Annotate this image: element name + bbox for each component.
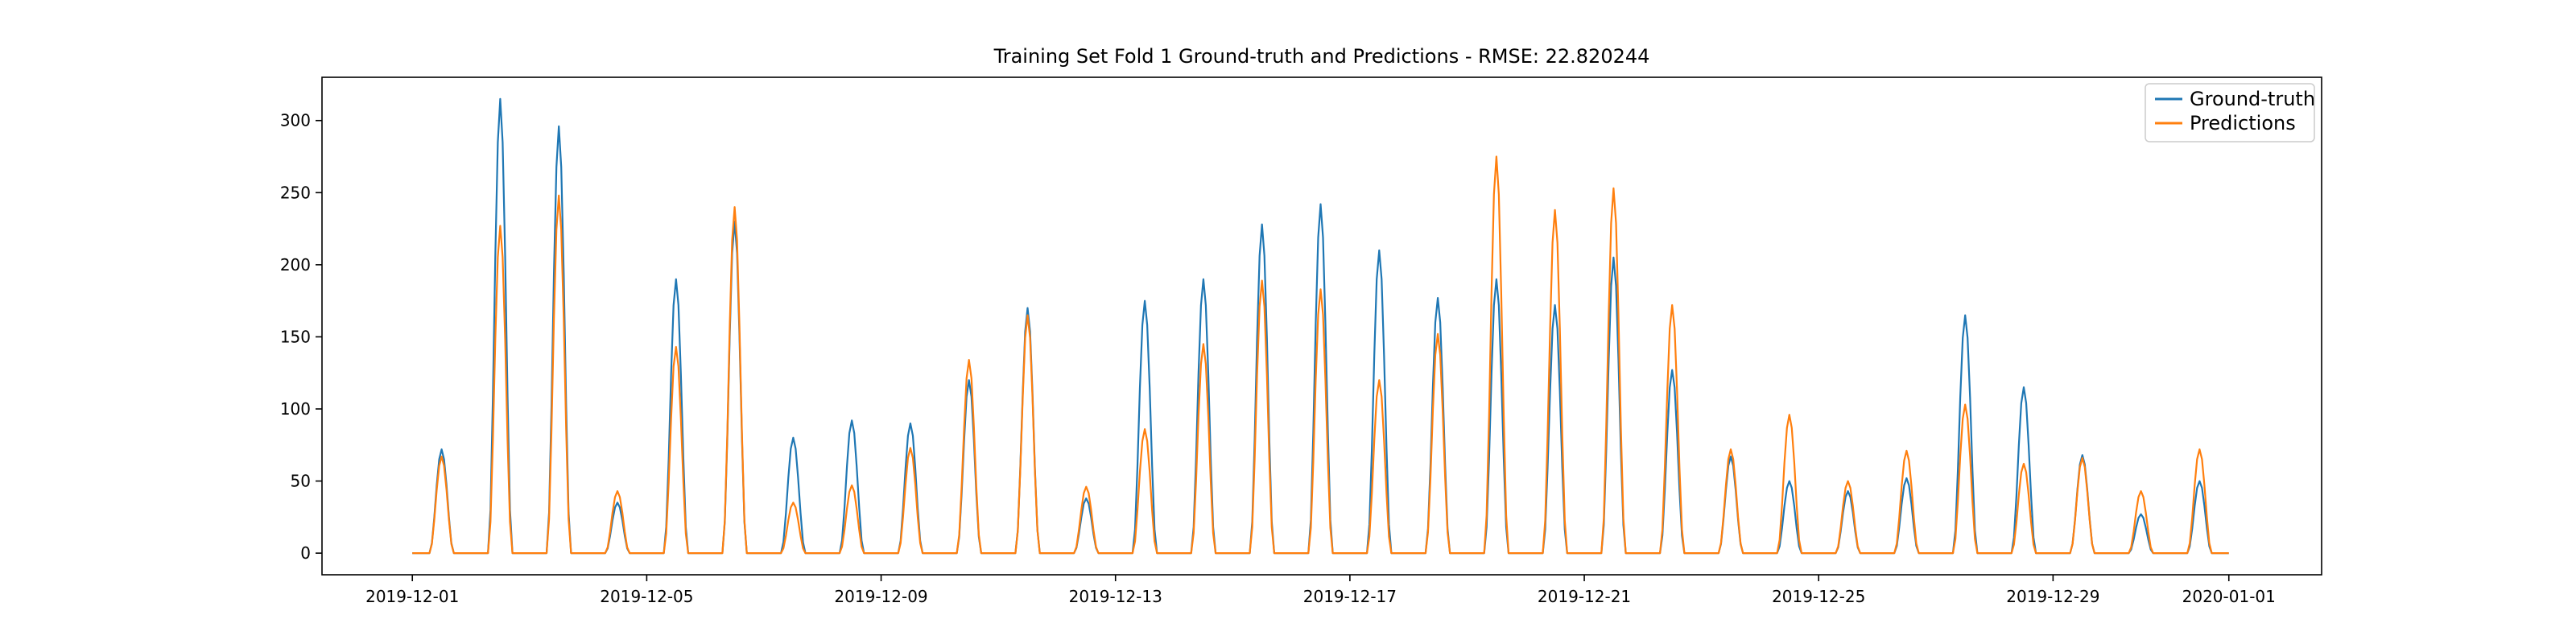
y-tick-label: 0 bbox=[300, 543, 311, 563]
legend-box bbox=[2145, 83, 2315, 142]
x-tick-label: 2019-12-09 bbox=[834, 587, 927, 606]
x-tick-label: 2019-12-21 bbox=[1538, 587, 1631, 606]
y-tick-label: 150 bbox=[280, 327, 311, 346]
x-tick-label: 2019-12-17 bbox=[1303, 587, 1397, 606]
axis-layer: 0 50 100 150 200 250 300 2019-12-01 2019-12-05 20… bbox=[280, 111, 2276, 606]
x-tick-label: 2019-12-13 bbox=[1069, 587, 1162, 606]
y-tick-label: 50 bbox=[291, 472, 311, 491]
x-tick-label: 2020-01-01 bbox=[2182, 587, 2276, 606]
y-tick-label: 250 bbox=[280, 183, 311, 202]
legend-label-ground-truth: Ground-truth bbox=[2190, 88, 2315, 110]
x-tick-label: 2019-12-29 bbox=[2006, 587, 2099, 606]
plot-frame bbox=[321, 76, 2322, 576]
x-tick-label: 2019-12-01 bbox=[365, 587, 459, 606]
y-tick-label: 300 bbox=[280, 111, 311, 130]
legend-label-predictions: Predictions bbox=[2190, 112, 2296, 134]
x-tick-label: 2019-12-05 bbox=[600, 587, 693, 606]
series-line-ground-truth bbox=[412, 97, 2229, 555]
legend: Ground-truth Predictions bbox=[2145, 83, 2315, 142]
x-tick-label: 2019-12-25 bbox=[1772, 587, 1865, 606]
chart-title: Training Set Fold 1 Ground-truth and Pre… bbox=[993, 45, 1650, 68]
series-line-predictions bbox=[412, 155, 2229, 555]
y-tick-label: 100 bbox=[280, 399, 311, 419]
series-layer bbox=[412, 97, 2229, 555]
y-tick-label: 200 bbox=[280, 255, 311, 275]
